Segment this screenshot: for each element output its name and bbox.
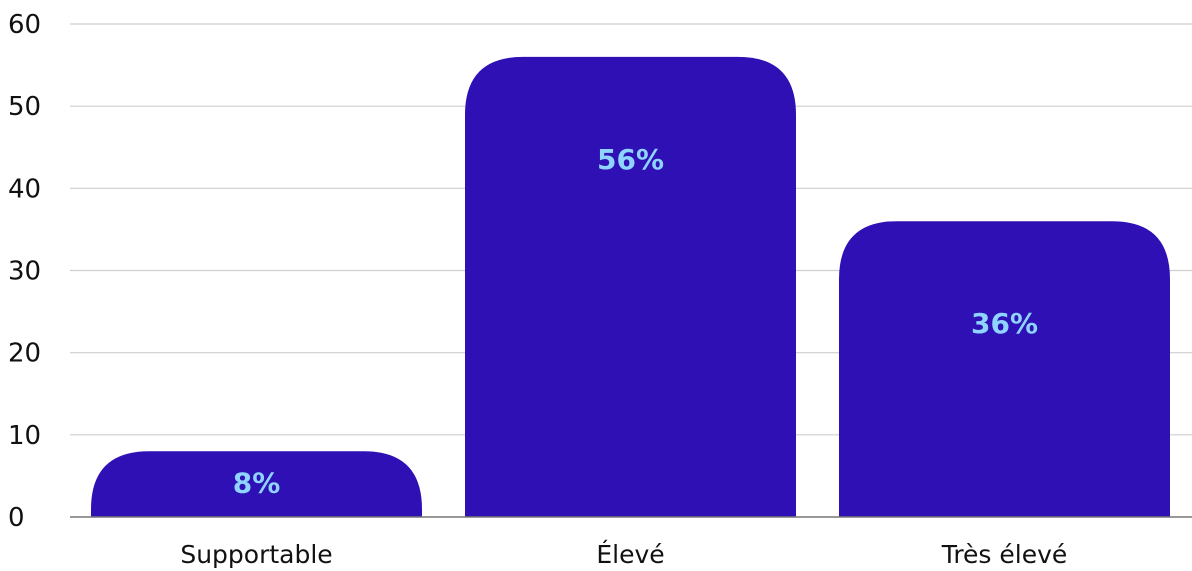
y-tick-label: 20 (8, 339, 41, 369)
y-tick-label: 30 (8, 257, 41, 287)
bar-2 (465, 56, 796, 517)
x-tick-label: Supportable (180, 540, 332, 569)
x-tick-label: Très élevé (941, 540, 1068, 569)
y-tick-label: 10 (8, 421, 41, 451)
y-tick-label: 50 (8, 92, 41, 122)
y-tick-label: 60 (8, 10, 41, 40)
data-label: 36% (971, 307, 1038, 340)
y-tick-label: 40 (8, 174, 41, 204)
bars (91, 56, 1170, 517)
data-label: 56% (597, 143, 664, 176)
x-tick-label: Élevé (596, 540, 664, 569)
y-tick-label: 0 (8, 503, 25, 533)
bar-3 (839, 221, 1170, 517)
labels: 0 10 20 30 40 50 60 8% Supportable 56% Élevé 36% Trè… (8, 10, 1067, 569)
data-label: 8% (233, 466, 281, 499)
bar-1 (91, 451, 422, 517)
